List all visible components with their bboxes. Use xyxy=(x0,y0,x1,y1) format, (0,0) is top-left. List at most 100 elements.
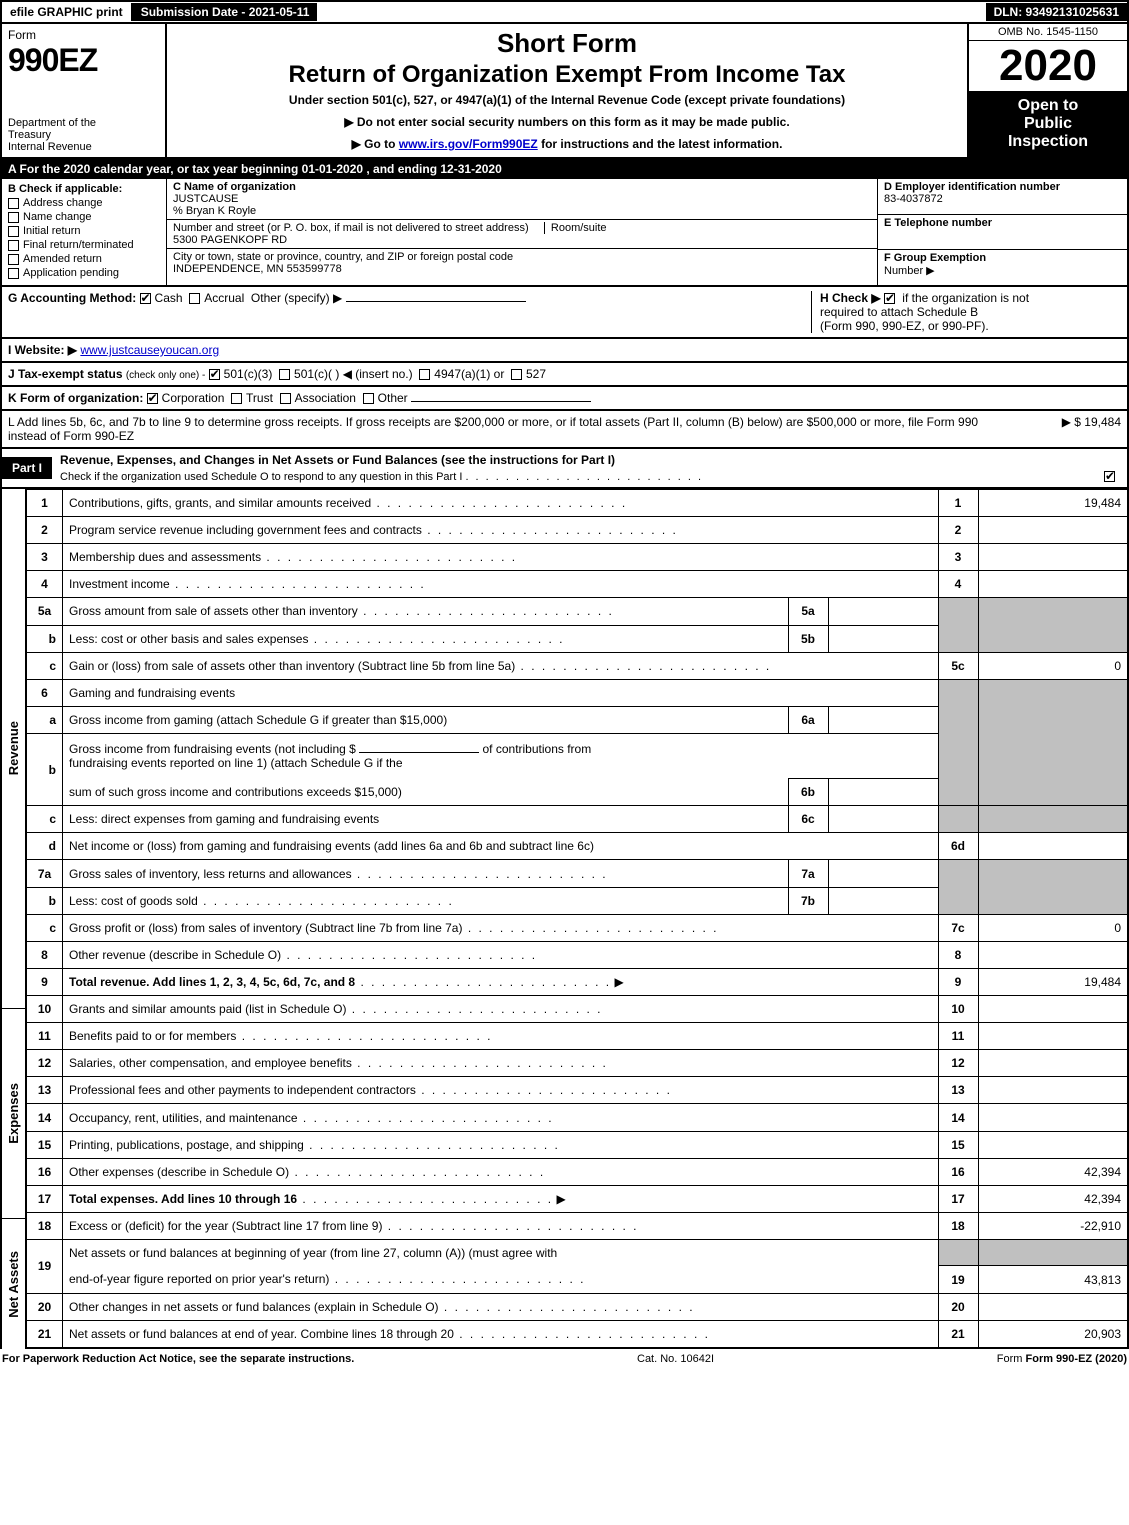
line-8: 8Other revenue (describe in Schedule O)8 xyxy=(27,941,1129,968)
line-18: 18Excess or (deficit) for the year (Subt… xyxy=(27,1212,1129,1239)
header-left: Form 990EZ Department of the Treasury In… xyxy=(2,24,167,157)
efile-label[interactable]: efile GRAPHIC print xyxy=(2,3,133,21)
h-label: H Check ▶ xyxy=(820,291,881,305)
title-return: Return of Organization Exempt From Incom… xyxy=(175,61,959,89)
line-15: 15Printing, publications, postage, and s… xyxy=(27,1131,1129,1158)
street-block: Number and street (or P. O. box, if mail… xyxy=(167,220,877,249)
k-other-input[interactable] xyxy=(411,401,591,402)
line-7a: 7aGross sales of inventory, less returns… xyxy=(27,860,1129,887)
section-h: H Check ▶ if the organization is not req… xyxy=(811,291,1121,333)
c-name-block: C Name of organization JUSTCAUSE % Bryan… xyxy=(167,179,877,220)
open-line-2: Public xyxy=(973,115,1123,133)
tax-year: 2020 xyxy=(969,41,1127,91)
cb-accrual[interactable] xyxy=(189,293,200,304)
line-19b: end-of-year figure reported on prior yea… xyxy=(27,1266,1129,1293)
section-c: C Name of organization JUSTCAUSE % Bryan… xyxy=(167,179,877,285)
other-specify-input[interactable] xyxy=(346,301,526,302)
dln-label: DLN: 93492131025631 xyxy=(986,3,1127,21)
footer-left: For Paperwork Reduction Act Notice, see … xyxy=(2,1353,354,1365)
website-link[interactable]: www.justcauseyoucan.org xyxy=(80,343,219,357)
room-label: Room/suite xyxy=(544,222,607,234)
line-1: 1Contributions, gifts, grants, and simil… xyxy=(27,490,1129,517)
cb-name-change[interactable]: Name change xyxy=(8,211,160,223)
cb-501c[interactable] xyxy=(279,369,290,380)
line-13: 13Professional fees and other payments t… xyxy=(27,1077,1129,1104)
city-label: City or town, state or province, country… xyxy=(173,251,871,263)
cb-amended-return[interactable]: Amended return xyxy=(8,253,160,265)
top-bar: efile GRAPHIC print Submission Date - 20… xyxy=(0,0,1129,24)
form-number: 990EZ xyxy=(8,42,159,79)
cb-application-pending[interactable]: Application pending xyxy=(8,267,160,279)
section-d-e-f: D Employer identification number 83-4037… xyxy=(877,179,1127,285)
irs-link[interactable]: www.irs.gov/Form990EZ xyxy=(399,137,538,151)
cb-other[interactable] xyxy=(363,393,374,404)
street-label: Number and street (or P. O. box, if mail… xyxy=(173,222,529,234)
h-text-3: (Form 990, 990-EZ, or 990-PF). xyxy=(820,319,989,333)
h-text-1: if the organization is not xyxy=(902,291,1029,305)
footer-right: Form Form 990-EZ (2020) xyxy=(997,1353,1127,1365)
cb-schedule-o[interactable] xyxy=(1104,471,1115,482)
row-a-tax-year: A For the 2020 calendar year, or tax yea… xyxy=(0,159,1129,179)
cb-501c3[interactable] xyxy=(209,369,220,380)
line-6c: cLess: direct expenses from gaming and f… xyxy=(27,806,1129,833)
cb-trust[interactable] xyxy=(231,393,242,404)
arrow-line-1: ▶ Do not enter social security numbers o… xyxy=(175,115,959,129)
g-label: G Accounting Method: xyxy=(8,291,136,305)
dept-line-1: Department of the xyxy=(8,117,159,129)
line-10: 10Grants and similar amounts paid (list … xyxy=(27,996,1129,1023)
b-label: B Check if applicable: xyxy=(8,183,160,195)
f-label-2: Number ▶ xyxy=(884,264,1121,277)
city-value: INDEPENDENCE, MN 553599778 xyxy=(173,263,871,275)
part-1-body: Revenue Expenses Net Assets 1Contributio… xyxy=(0,489,1129,1349)
f-block: F Group Exemption Number ▶ xyxy=(878,250,1127,285)
line-19: 19Net assets or fund balances at beginni… xyxy=(27,1240,1129,1266)
org-name: JUSTCAUSE xyxy=(173,193,871,205)
street-value: 5300 PAGENKOPF RD xyxy=(173,234,871,246)
line-14: 14Occupancy, rent, utilities, and mainte… xyxy=(27,1104,1129,1131)
line-20: 20Other changes in net assets or fund ba… xyxy=(27,1293,1129,1320)
open-line-3: Inspection xyxy=(973,133,1123,151)
revenue-label: Revenue xyxy=(2,489,26,1009)
open-line-1: Open to xyxy=(973,97,1123,115)
netassets-label: Net Assets xyxy=(2,1219,26,1349)
line-6: 6Gaming and fundraising events xyxy=(27,679,1129,706)
cb-corporation[interactable] xyxy=(147,393,158,404)
f-label: F Group Exemption xyxy=(884,252,1121,264)
section-l: L Add lines 5b, 6c, and 7b to line 9 to … xyxy=(0,411,1129,449)
open-to-public: Open to Public Inspection xyxy=(969,91,1127,157)
submission-date: Submission Date - 2021-05-11 xyxy=(133,3,318,21)
line-11: 11Benefits paid to or for members11 xyxy=(27,1023,1129,1050)
e-block: E Telephone number xyxy=(878,215,1127,251)
page-footer: For Paperwork Reduction Act Notice, see … xyxy=(0,1349,1129,1369)
line-4: 4Investment income4 xyxy=(27,571,1129,598)
arrow2-post: for instructions and the latest informat… xyxy=(541,137,782,151)
line-9: 9Total revenue. Add lines 1, 2, 3, 4, 5c… xyxy=(27,968,1129,995)
care-of: % Bryan K Royle xyxy=(173,205,871,217)
line-17: 17Total expenses. Add lines 10 through 1… xyxy=(27,1185,1129,1212)
cb-initial-return[interactable]: Initial return xyxy=(8,225,160,237)
h-text-2: required to attach Schedule B xyxy=(820,305,978,319)
cb-h[interactable] xyxy=(884,293,895,304)
section-g-h: G Accounting Method: Cash Accrual Other … xyxy=(0,287,1129,339)
arrow-line-2: ▶ Go to www.irs.gov/Form990EZ for instru… xyxy=(175,137,959,151)
cb-association[interactable] xyxy=(280,393,291,404)
cb-527[interactable] xyxy=(511,369,522,380)
arrow2-pre: ▶ Go to xyxy=(352,137,399,151)
d-block: D Employer identification number 83-4037… xyxy=(878,179,1127,215)
cb-final-return[interactable]: Final return/terminated xyxy=(8,239,160,251)
form-lines-table: 1Contributions, gifts, grants, and simil… xyxy=(26,489,1129,1349)
cb-4947[interactable] xyxy=(419,369,430,380)
omb-number: OMB No. 1545-1150 xyxy=(969,24,1127,41)
c-label: C Name of organization xyxy=(173,181,871,193)
title-short-form: Short Form xyxy=(175,28,959,59)
section-j: J Tax-exempt status (check only one) - 5… xyxy=(0,363,1129,387)
line-16: 16Other expenses (describe in Schedule O… xyxy=(27,1158,1129,1185)
cb-address-change[interactable]: Address change xyxy=(8,197,160,209)
footer-mid: Cat. No. 10642I xyxy=(637,1353,714,1365)
part-1-check-line: Check if the organization used Schedule … xyxy=(52,471,1127,487)
cb-cash[interactable] xyxy=(140,293,151,304)
section-b: B Check if applicable: Address change Na… xyxy=(2,179,167,285)
line-5c: cGain or (loss) from sale of assets othe… xyxy=(27,652,1129,679)
line-21: 21Net assets or fund balances at end of … xyxy=(27,1320,1129,1348)
form-header: Form 990EZ Department of the Treasury In… xyxy=(0,24,1129,159)
